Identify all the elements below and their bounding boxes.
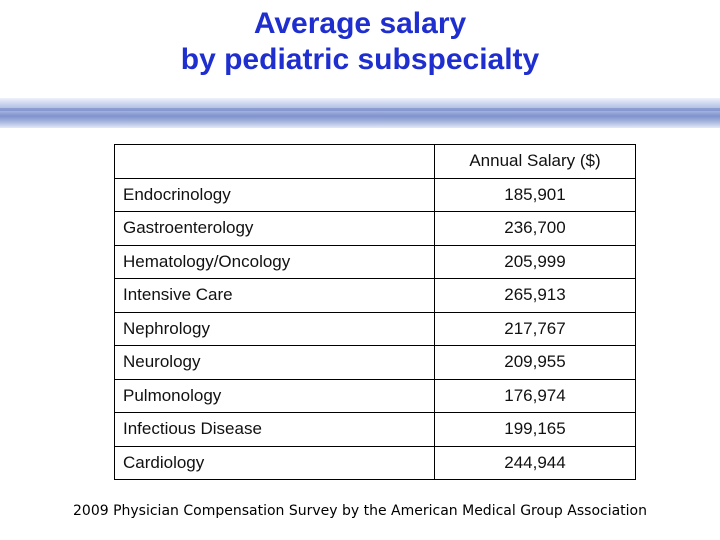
specialty-cell: Intensive Care — [114, 278, 435, 313]
table-row: Intensive Care 265,913 — [114, 278, 636, 313]
slide-title: Average salary by pediatric subspecialty — [0, 6, 720, 78]
salary-cell: 199,165 — [434, 412, 636, 447]
header-cell-blank — [114, 144, 435, 179]
specialty-cell: Gastroenterology — [114, 211, 435, 246]
decorative-band — [0, 98, 720, 128]
table-header-row: Annual Salary ($) — [114, 144, 636, 179]
table-row: Endocrinology 185,901 — [114, 177, 636, 212]
title-line-1: Average salary — [253, 7, 467, 40]
table-row: Pulmonology 176,974 — [114, 378, 636, 413]
salary-cell: 244,944 — [434, 445, 636, 480]
table-row: Neurology 209,955 — [114, 345, 636, 380]
decorative-band-line — [0, 108, 720, 111]
table-row: Infectious Disease 199,165 — [114, 412, 636, 447]
specialty-cell: Nephrology — [114, 311, 435, 346]
specialty-cell: Cardiology — [114, 445, 435, 480]
table-row: Cardiology 244,944 — [114, 445, 636, 480]
specialty-cell: Infectious Disease — [114, 412, 435, 447]
specialty-cell: Hematology/Oncology — [114, 244, 435, 279]
table-row: Gastroenterology 236,700 — [114, 211, 636, 246]
salary-cell: 265,913 — [434, 278, 636, 313]
salary-cell: 217,767 — [434, 311, 636, 346]
source-footnote: 2009 Physician Compensation Survey by th… — [73, 503, 647, 519]
table-row: Nephrology 217,767 — [114, 311, 636, 346]
salary-cell: 236,700 — [434, 211, 636, 246]
title-line-2: by pediatric subspecialty — [180, 43, 540, 76]
specialty-cell: Pulmonology — [114, 378, 435, 413]
salary-cell: 209,955 — [434, 345, 636, 380]
salary-cell: 176,974 — [434, 378, 636, 413]
table-row: Hematology/Oncology 205,999 — [114, 244, 636, 279]
salary-cell: 205,999 — [434, 244, 636, 279]
header-cell-salary: Annual Salary ($) — [434, 144, 636, 179]
specialty-cell: Neurology — [114, 345, 435, 380]
salary-table: Annual Salary ($) Endocrinology 185,901 … — [114, 144, 636, 480]
salary-cell: 185,901 — [434, 177, 636, 212]
specialty-cell: Endocrinology — [114, 177, 435, 212]
